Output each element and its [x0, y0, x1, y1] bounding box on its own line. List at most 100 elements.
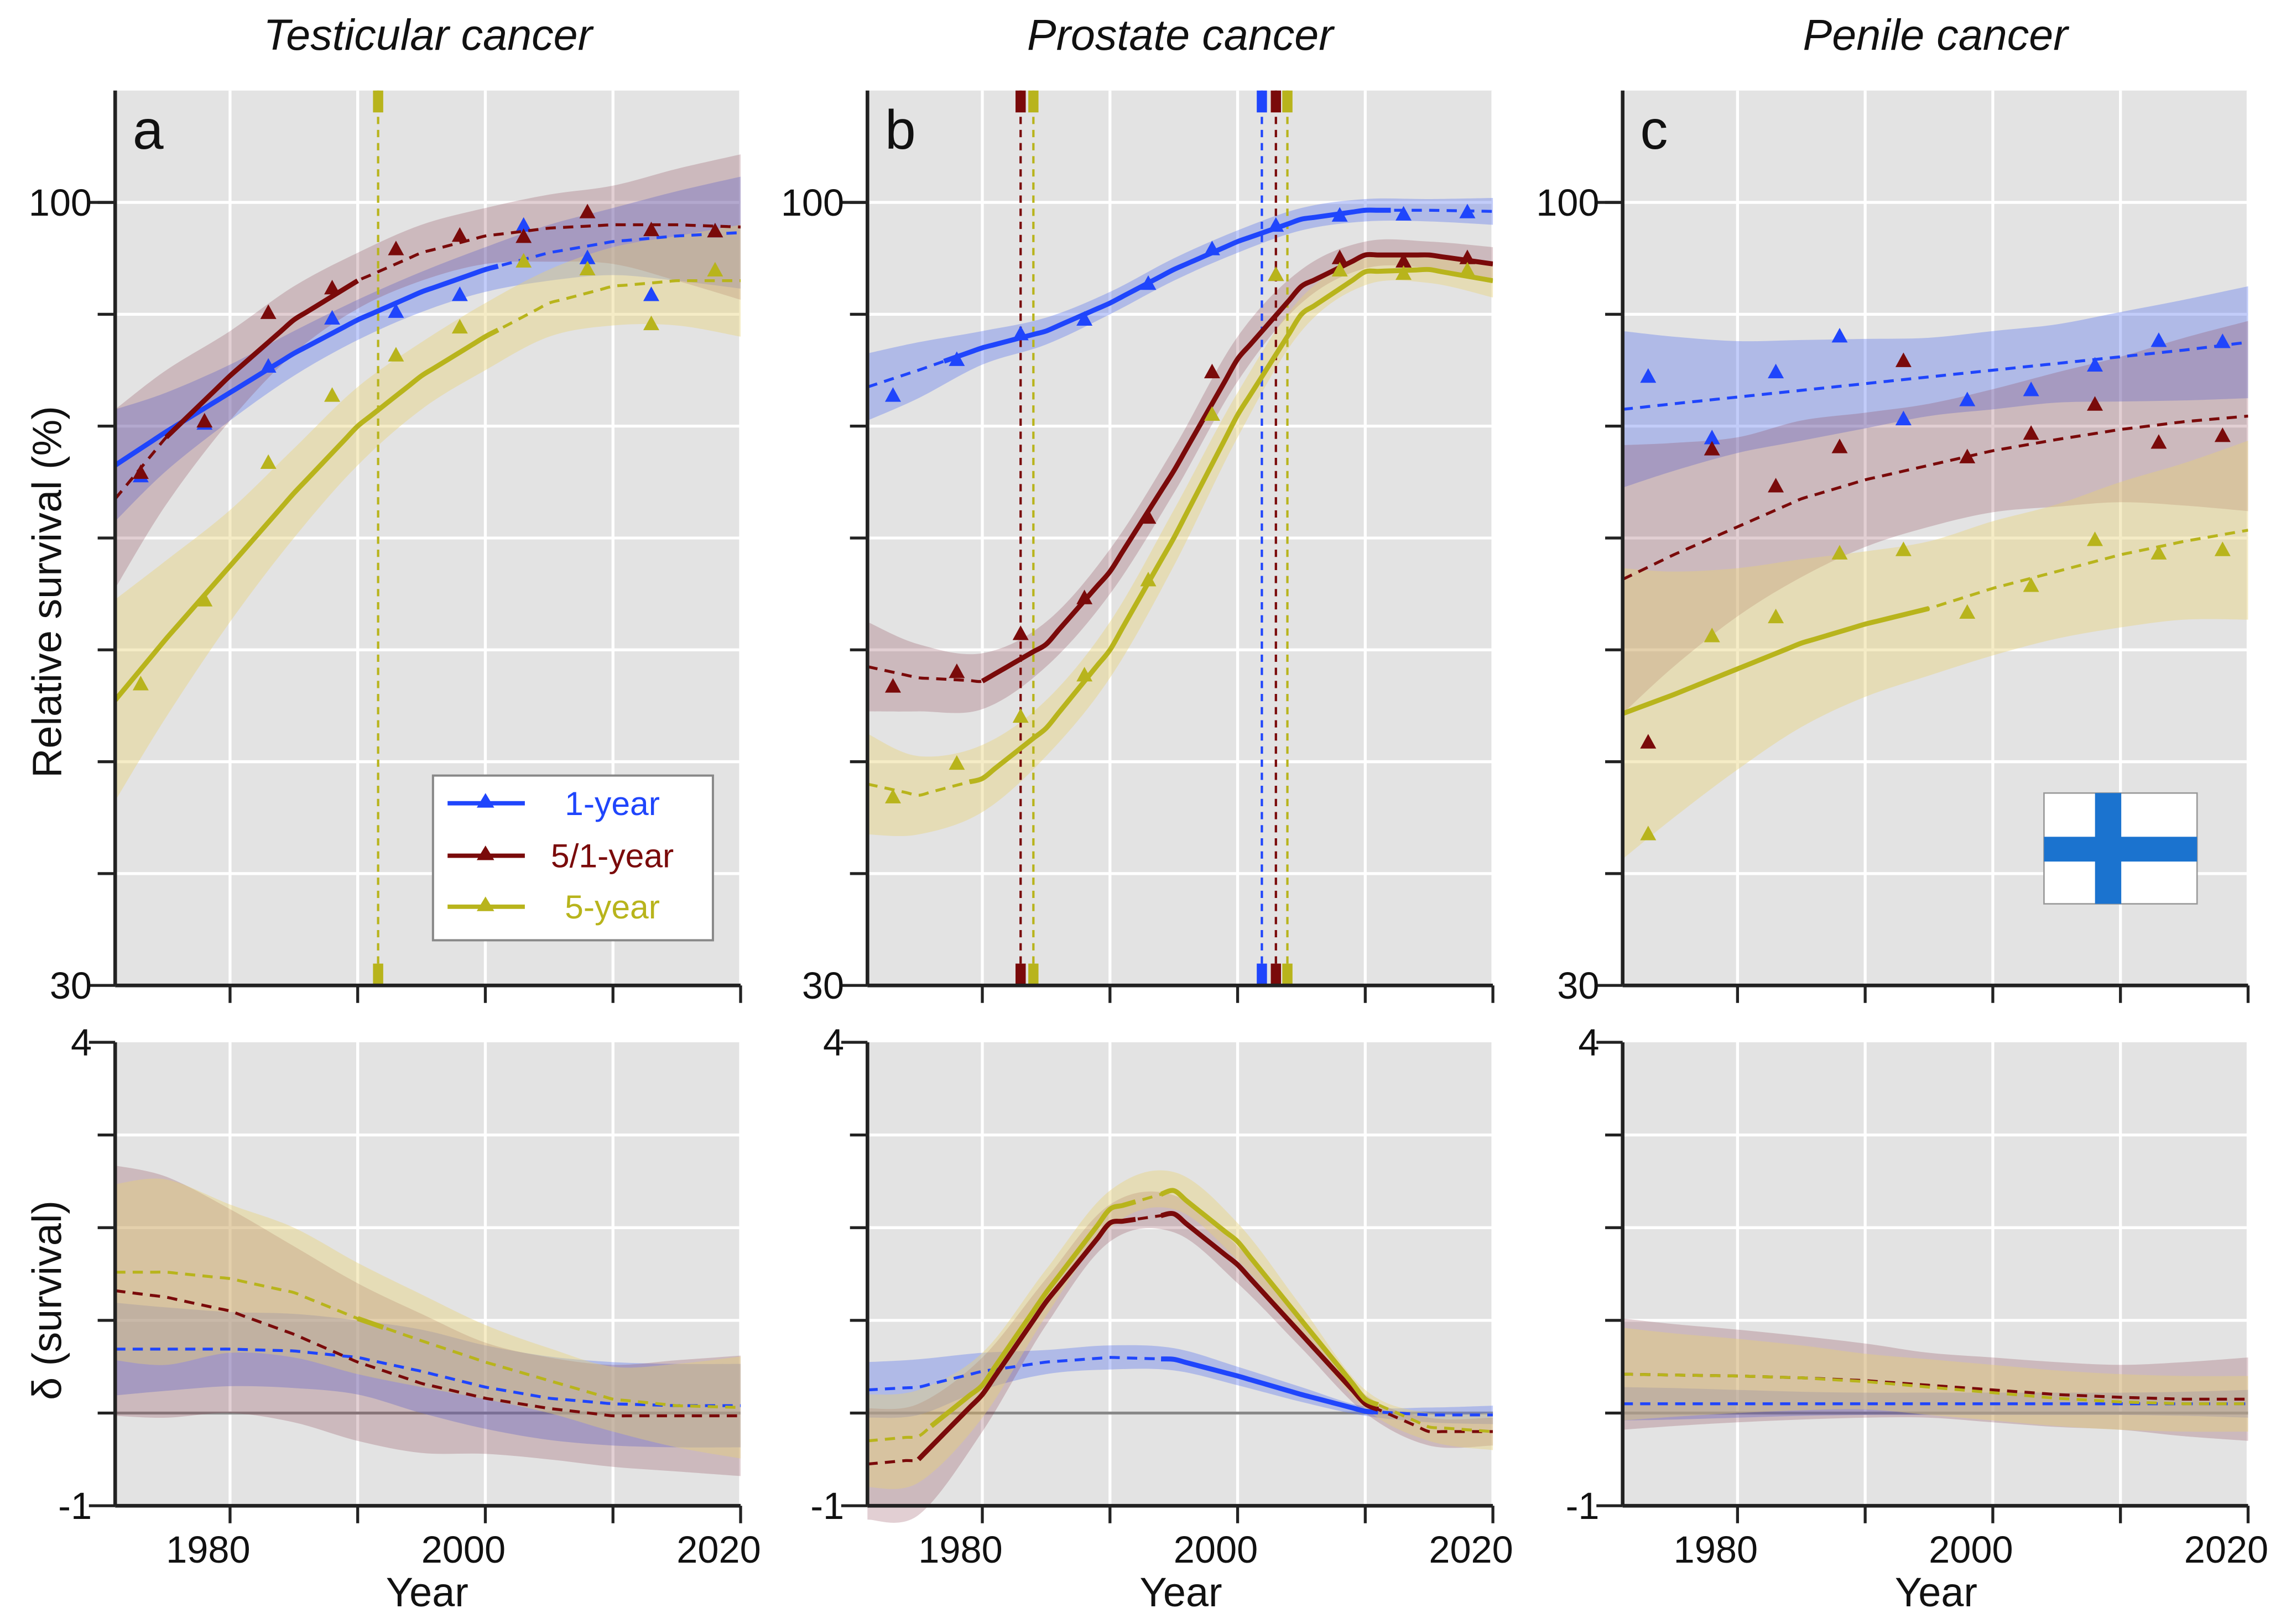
data-point-1-year: [2150, 332, 2167, 347]
data-point-5-1-year: [132, 464, 149, 479]
y-tick-label: -1: [58, 1485, 92, 1527]
data-point-5-1-year: [1204, 363, 1220, 379]
data-point-5-year: [1640, 826, 1657, 840]
data-point-5-year: [579, 260, 596, 275]
data-point-5-year: [515, 253, 532, 268]
data-point-5-1-year: [1012, 625, 1029, 640]
data-point-5-1-year: [260, 304, 277, 319]
panel-letter: b: [885, 99, 916, 161]
data-point-5-year: [1331, 262, 1348, 277]
x-axis-label-a: Year: [386, 1569, 468, 1615]
data-point-5-year: [1140, 572, 1157, 587]
data-point-5-1-year: [388, 241, 404, 255]
legend-label-1-year: 1-year: [565, 785, 660, 822]
breakpoint-marker-bottom: [373, 963, 383, 986]
data-point-5-year: [324, 387, 341, 402]
data-point-1-year: [2087, 357, 2103, 372]
breakpoint-marker-bottom: [1282, 963, 1293, 986]
data-point-1-year: [1204, 241, 1220, 255]
data-point-5-1-year: [1640, 734, 1657, 749]
data-point-5-1-year: [1140, 509, 1157, 524]
data-point-1-year: [1459, 203, 1476, 218]
panel-title: Prostate cancer: [1027, 10, 1335, 59]
data-point-1-year: [579, 249, 596, 264]
data-point-5-year: [196, 592, 213, 607]
data-point-5-1-year: [1459, 249, 1476, 264]
fit-line-solid-5-1-year: [917, 1216, 1136, 1461]
data-point-5-year: [1076, 666, 1093, 682]
breakpoint-marker-top: [373, 90, 383, 113]
data-point-1-year: [451, 286, 468, 301]
data-point-5-year: [132, 676, 149, 691]
panel-title: Penile cancer: [1803, 10, 2070, 59]
confidence-band-5-year: [115, 224, 741, 801]
bottom-plot-b: 4 -1 1980 2000 2020: [810, 1021, 1513, 1571]
y-axis-label-top: Relative survival (%): [24, 406, 70, 778]
panel-b: Prostate cancer 100 30 4 -1 1980 2000 2020 b: [781, 10, 1513, 1571]
data-point-1-year: [1831, 328, 1848, 343]
confidence-band-1-year: [1622, 1387, 2248, 1421]
x-tick-label: 1980: [918, 1528, 1002, 1571]
fit-line-solid-5-year: [1622, 606, 1930, 716]
y-tick-label: 100: [29, 181, 92, 224]
bottom-plot-c: 4 -1 1980 2000 2020: [1566, 1021, 2269, 1571]
fit-line-solid-5-year: [357, 1316, 384, 1330]
fit-line-solid-5-year: [1160, 1188, 1379, 1407]
breakpoint-marker-top: [1282, 90, 1293, 113]
data-point-5-1-year: [2087, 396, 2103, 411]
data-point-5-year: [1268, 266, 1284, 281]
legend-label-5-year: 5-year: [565, 888, 660, 926]
x-tick-label: 2000: [421, 1528, 506, 1571]
data-point-5-year: [884, 788, 901, 803]
x-tick-label: 2020: [676, 1528, 761, 1571]
data-point-5-1-year: [579, 203, 596, 218]
data-point-5-year: [1395, 265, 1412, 280]
data-point-5-1-year: [451, 227, 468, 242]
x-tick-label: 2000: [1929, 1528, 2013, 1571]
y-tick-label: 30: [802, 964, 844, 1007]
legend-label-5-1-year: 5/1-year: [551, 837, 674, 875]
data-point-5-year: [388, 347, 404, 362]
fit-line-solid-5-year: [115, 327, 499, 702]
x-axis-label-c: Year: [1895, 1569, 1977, 1615]
fit-line-solid-5-1-year: [164, 278, 360, 440]
breakpoint-marker-top: [1270, 90, 1282, 113]
y-tick-label: 4: [823, 1021, 844, 1064]
fit-line-solid-1-year: [1160, 1356, 1378, 1414]
data-point-5-1-year: [707, 222, 723, 238]
data-point-5-1-year: [324, 280, 341, 295]
data-point-5-1-year: [1959, 448, 1976, 463]
confidence-band-5-1-year: [867, 1191, 1493, 1523]
breakpoint-marker-top: [1016, 90, 1026, 113]
data-point-1-year: [643, 286, 659, 301]
data-point-5-year: [1768, 608, 1784, 624]
confidence-band-1-year: [867, 197, 1493, 421]
data-point-5-1-year: [1831, 438, 1848, 453]
data-point-5-1-year: [643, 221, 659, 237]
data-point-5-year: [2023, 577, 2039, 592]
x-tick-label: 2000: [1174, 1528, 1258, 1571]
data-point-5-1-year: [949, 663, 965, 678]
data-point-1-year: [1331, 207, 1348, 222]
data-point-5-year: [2087, 531, 2103, 546]
panel-letter: c: [1640, 99, 1668, 161]
confidence-band-5-1-year: [115, 154, 741, 588]
data-point-5-1-year: [1768, 478, 1784, 493]
data-point-5-1-year: [1331, 249, 1348, 264]
y-tick-label: 100: [781, 181, 844, 224]
confidence-band-5-1-year: [1622, 321, 2248, 714]
data-point-5-1-year: [2214, 427, 2231, 442]
data-point-5-year: [949, 755, 965, 770]
data-point-5-year: [643, 315, 659, 331]
data-point-1-year: [1704, 430, 1720, 445]
data-point-5-1-year: [2023, 425, 2039, 440]
confidence-band-5-year: [1622, 1328, 2248, 1432]
y-tick-label: -1: [810, 1485, 844, 1527]
y-tick-label: 30: [50, 964, 92, 1007]
data-point-5-1-year: [884, 678, 901, 693]
breakpoint-marker-top: [1028, 90, 1039, 113]
data-point-5-1-year: [1395, 253, 1412, 268]
fit-line-dashed-5-1-year: [1622, 414, 2248, 581]
data-point-1-year: [2214, 333, 2231, 348]
x-tick-label: 1980: [166, 1528, 250, 1571]
